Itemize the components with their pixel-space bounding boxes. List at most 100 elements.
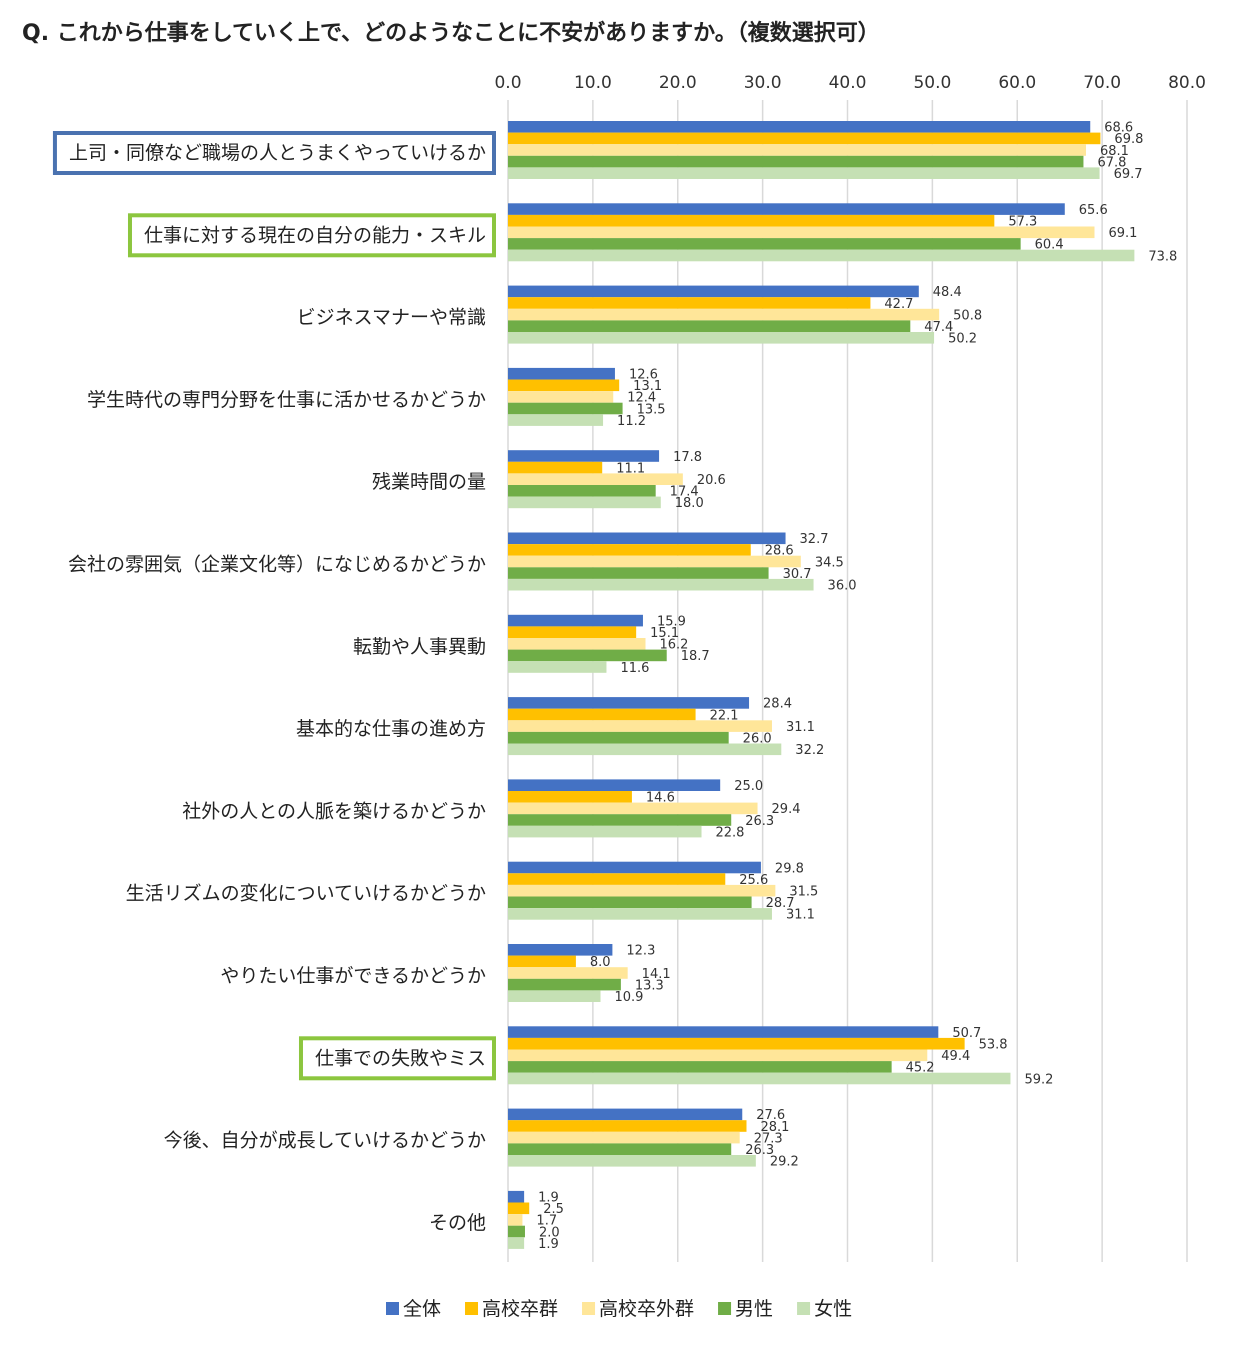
- data-label: 26.3: [745, 1143, 774, 1158]
- x-tick-label: 50.0: [913, 73, 951, 93]
- bar: [508, 461, 603, 474]
- legend-label: 男性: [735, 1298, 773, 1320]
- bars: [508, 121, 1135, 1249]
- legend-swatch: [386, 1302, 399, 1315]
- bar: [508, 861, 761, 874]
- data-label: 10.9: [615, 990, 644, 1005]
- highlight-frames: [52, 131, 496, 1081]
- bar: [508, 990, 601, 1002]
- bar: [508, 825, 702, 838]
- data-label: 34.5: [815, 555, 844, 570]
- data-label: 17.4: [670, 485, 699, 500]
- bar: [508, 249, 1135, 262]
- bar: [508, 1026, 939, 1038]
- data-label: 50.7: [952, 1026, 981, 1041]
- data-label: 1.7: [536, 1214, 557, 1229]
- bar: [508, 896, 752, 909]
- data-label: 60.4: [1035, 238, 1064, 253]
- bar: [508, 614, 643, 627]
- data-label: 15.1: [650, 626, 679, 641]
- data-label: 15.9: [657, 614, 686, 629]
- bar: [508, 1225, 525, 1238]
- data-label: 14.1: [642, 967, 671, 982]
- bar: [508, 1131, 740, 1144]
- legend-swatch: [797, 1302, 811, 1315]
- data-label: 12.6: [629, 368, 658, 383]
- data-label: 11.2: [617, 414, 646, 429]
- data-label: 57.3: [1008, 215, 1037, 230]
- bar: [508, 155, 1084, 168]
- data-label: 14.6: [646, 791, 675, 806]
- bar: [508, 226, 1095, 239]
- data-label: 47.4: [924, 320, 953, 335]
- data-label: 25.0: [734, 779, 763, 794]
- data-label: 18.7: [681, 649, 710, 664]
- bar: [508, 132, 1101, 145]
- legend-label: 全体: [403, 1298, 441, 1320]
- data-label: 42.7: [884, 297, 913, 312]
- data-label: 31.5: [789, 885, 818, 900]
- data-label: 12.3: [626, 944, 655, 959]
- category-label: 学生時代の専門分野を仕事に活かせるかどうか: [87, 389, 486, 411]
- bar: [508, 214, 995, 227]
- bar: [508, 473, 683, 485]
- bar: [508, 450, 660, 462]
- data-label: 13.3: [635, 978, 664, 993]
- category-label: 社外の人との人脈を築けるかどうか: [182, 800, 486, 822]
- bar: [508, 955, 576, 968]
- bar: [508, 485, 656, 497]
- bar: [508, 1120, 747, 1132]
- bar: [508, 802, 758, 815]
- x-tick-label: 60.0: [998, 73, 1036, 93]
- bar: [508, 1155, 756, 1167]
- bar: [508, 1108, 743, 1121]
- data-label: 69.1: [1108, 226, 1137, 241]
- data-label: 69.7: [1114, 167, 1143, 182]
- data-label: 32.2: [795, 743, 824, 758]
- bar: [508, 731, 729, 744]
- bar: [508, 626, 637, 638]
- legend-swatch: [465, 1302, 479, 1315]
- bar: [508, 121, 1091, 133]
- data-label: 50.2: [948, 332, 977, 347]
- data-label: 68.6: [1104, 121, 1133, 136]
- bar: [508, 697, 750, 709]
- data-label: 26.0: [743, 732, 772, 747]
- bar: [508, 367, 615, 380]
- category-label: 今後、自分が成長していけるかどうか: [164, 1130, 486, 1152]
- bar: [508, 1214, 523, 1226]
- data-label: 2.0: [539, 1225, 560, 1240]
- bar: [508, 1061, 892, 1073]
- x-tick-label: 40.0: [829, 73, 867, 93]
- legend-swatch: [718, 1302, 732, 1315]
- data-label: 27.3: [754, 1131, 783, 1146]
- bar: [508, 391, 614, 403]
- data-label: 28.1: [760, 1120, 789, 1135]
- data-label: 1.9: [538, 1191, 559, 1206]
- category-label: 仕事での失敗やミス: [315, 1047, 486, 1069]
- data-label: 28.6: [765, 544, 794, 559]
- bar: [508, 649, 667, 662]
- legend-label: 高校卒外群: [599, 1298, 694, 1320]
- bar: [508, 908, 772, 920]
- data-label: 25.6: [739, 873, 768, 888]
- bar: [508, 532, 786, 545]
- category-label: やりたい仕事ができるかどうか: [220, 965, 486, 987]
- bar: [508, 814, 732, 826]
- data-label: 48.4: [933, 285, 962, 300]
- data-label: 8.0: [590, 955, 611, 970]
- bar: [508, 555, 801, 568]
- bar: [508, 544, 751, 556]
- category-label: 転勤や人事異動: [353, 636, 486, 658]
- bar: [508, 203, 1065, 215]
- x-tick-label: 70.0: [1083, 73, 1121, 93]
- data-label: 13.5: [637, 402, 666, 417]
- bar: [508, 873, 726, 885]
- bar: [508, 1072, 1011, 1085]
- data-label: 22.8: [716, 825, 745, 840]
- bar: [508, 297, 871, 309]
- bar: [508, 944, 613, 956]
- category-label: ビジネスマナーや常識: [297, 307, 486, 329]
- bar: [508, 308, 940, 321]
- x-axis-ticks: 0.0 10.0 20.0 30.0 40.0 50.0 60.0 70.0 80.0: [494, 73, 1205, 93]
